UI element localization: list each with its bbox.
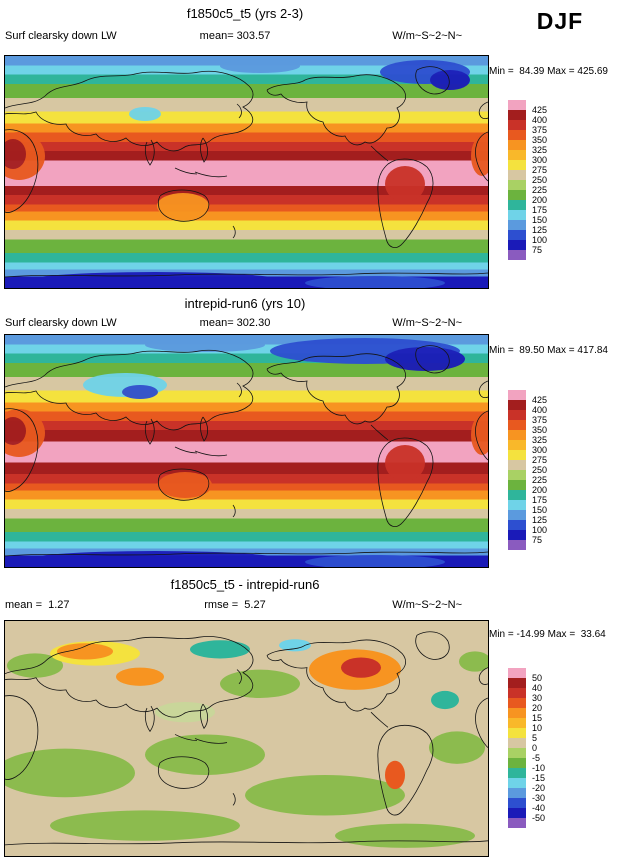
map-model2-overlay — [5, 338, 488, 567]
panel3-mean-label: mean = 1.27 — [5, 599, 70, 611]
panel3-rmse-label: rmse = 5.27 — [204, 599, 266, 611]
panel1-units-label: W/m~S~2~N~ — [392, 30, 462, 42]
panel3-units-label: W/m~S~2~N~ — [392, 599, 462, 611]
season-label: DJF — [536, 8, 584, 34]
map-difference-anomaly-blobs — [5, 639, 488, 848]
panel3-colorbar-bands — [508, 668, 526, 828]
panel3-colorbar: 50 40 30 20 15 10 5 0 -5 -10 -15 -20 -30 -40 -50 — [508, 668, 613, 830]
map-model1 — [4, 55, 489, 289]
panel1-colorbar-labels: 425 400 375 350 325 300 275 250 225 200 175 150 125 1… — [532, 105, 548, 255]
panel2-colorbar-bands — [508, 390, 526, 550]
panel2-variable-label: Surf clearsky down LW — [5, 317, 117, 329]
panel1-minmax: Min = 84.39 Max = 425.69 — [489, 66, 608, 77]
panel3-title: f1850c5_t5 - intrepid-run6 — [170, 577, 320, 592]
panel1-variable-label: Surf clearsky down LW — [5, 30, 117, 42]
map-difference — [4, 620, 489, 857]
panel2-mean-label: mean= 302.30 — [199, 317, 271, 329]
panel1-mean-label: mean= 303.57 — [199, 30, 271, 42]
map-model1-overlay — [5, 59, 488, 288]
map-model2 — [4, 334, 489, 568]
panel2-minmax: Min = 89.50 Max = 417.84 — [489, 345, 608, 356]
panel2-title: intrepid-run6 (yrs 10) — [184, 296, 306, 311]
map-model2-anomaly-blobs — [5, 338, 488, 567]
map-model1-anomaly-blobs — [5, 59, 488, 288]
panel3-colorbar-labels: 50 40 30 20 15 10 5 0 -5 -10 -15 -20 -30 -40 -50 — [532, 673, 546, 823]
panel2-colorbar: 425 400 375 350 325 300 275 250 225 200 175 150 125 1… — [508, 390, 613, 552]
panel3-minmax: Min = -14.99 Max = 33.64 — [489, 629, 606, 640]
map-difference-overlay — [5, 631, 488, 848]
panel1-colorbar-bands — [508, 100, 526, 260]
panel1-title: f1850c5_t5 (yrs 2-3) — [186, 6, 304, 21]
panel2-units-label: W/m~S~2~N~ — [392, 317, 462, 329]
panel2-colorbar-labels: 425 400 375 350 325 300 275 250 225 200 175 150 125 1… — [532, 395, 548, 545]
panel1-colorbar: 425 400 375 350 325 300 275 250 225 200 175 150 125 1… — [508, 100, 613, 262]
